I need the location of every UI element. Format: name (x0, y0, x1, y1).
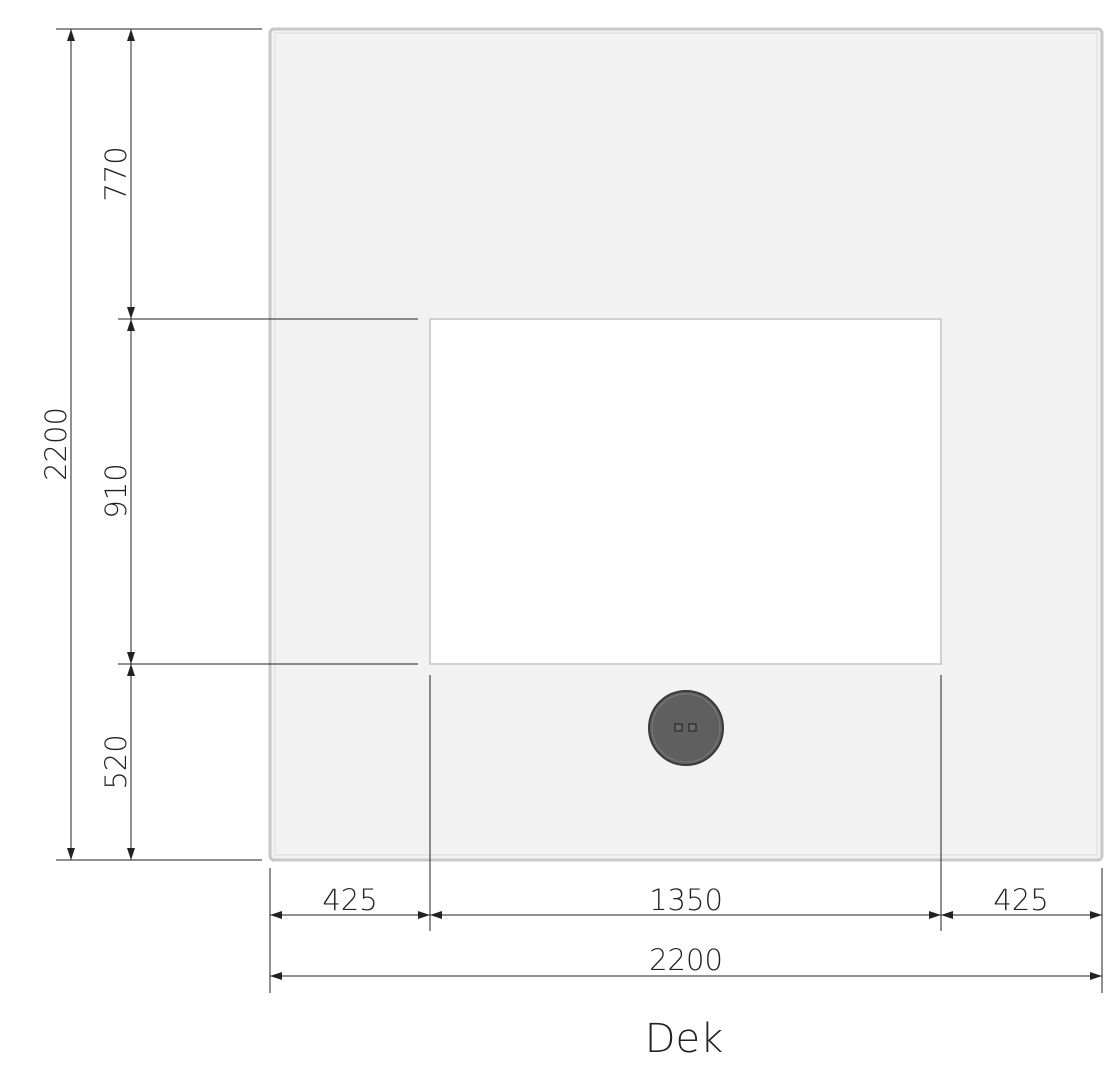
dim-horizontal-left-label: 425 (322, 883, 377, 917)
dim-horizontal-right-label: 425 (993, 883, 1048, 917)
dim-vertical-opening-label: 910 (99, 463, 133, 518)
knob-slot-right (688, 723, 697, 732)
dim-horizontal-opening-label: 1350 (649, 883, 723, 917)
knob (648, 690, 724, 766)
opening (429, 318, 942, 665)
panel-inner-edge (274, 32, 1098, 856)
drawing-caption: Dek (645, 1016, 724, 1062)
dim-vertical-bottom-label: 520 (99, 734, 133, 789)
knob-slot-left (674, 723, 683, 732)
dim-vertical-total-label: 2200 (39, 407, 73, 481)
dim-horizontal-total-label: 2200 (649, 943, 723, 977)
dim-vertical-top-label: 770 (99, 146, 133, 201)
